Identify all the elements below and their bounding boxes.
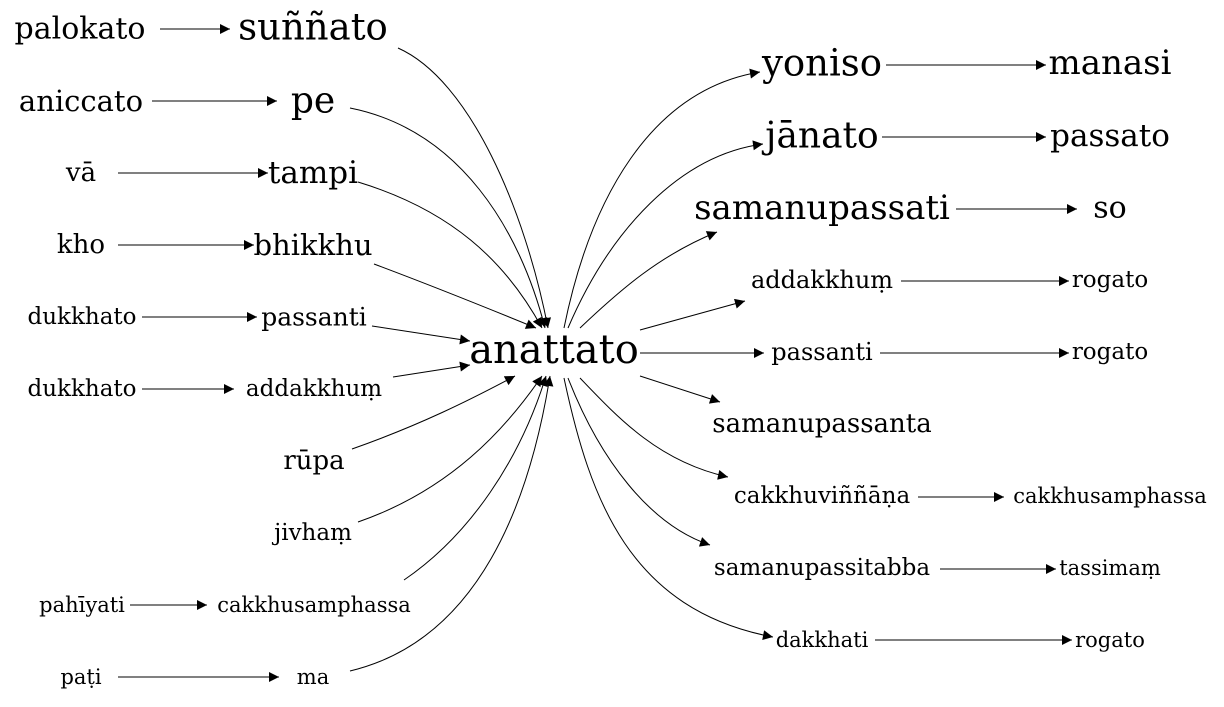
node-left-pair: palokato <box>15 12 146 47</box>
edge-tampi-anattato <box>357 181 543 329</box>
node-right-word: dakkhati <box>776 628 869 652</box>
node-left-word: addakkhuṃ <box>246 376 382 402</box>
node-left-word: suññato <box>238 6 388 49</box>
edge-rūpa-anattato <box>351 375 516 450</box>
edge-anattato-cakkhuviññāṇa <box>579 377 729 480</box>
edge-anattato-dakkhati <box>563 377 774 641</box>
edge-anattato-addakkhuṃ <box>639 298 746 331</box>
edges-left <box>118 24 554 682</box>
edge-ma-anattato <box>349 375 554 672</box>
node-right-word: passanti <box>771 338 873 366</box>
node-right-pair: tassimaṃ <box>1059 556 1161 580</box>
node-right-word: samanupassanta <box>712 409 932 439</box>
node-left-word: rūpa <box>283 446 344 476</box>
edge-anattato-samanupassitabba <box>567 377 711 547</box>
edge-cakkhusamphassa-anattato <box>403 375 548 581</box>
edge-anattato-yoniso <box>563 68 761 329</box>
node-left-word: cakkhusamphassa <box>217 593 411 617</box>
edge-anattato-samanupassati <box>579 231 718 329</box>
node-right-pair: rogato <box>1072 339 1148 365</box>
edge-jivhaṃ-anattato <box>357 375 543 523</box>
node-left-word: passanti <box>261 303 367 332</box>
node-right-pair: rogato <box>1072 267 1148 293</box>
nodes: anattato palokato suññato aniccato pe vā… <box>15 6 1207 690</box>
node-right-pair: rogato <box>1075 628 1145 652</box>
edge-passanti-anattato <box>371 325 471 345</box>
edge-addakkhuṃ-anattato <box>392 361 471 378</box>
node-right-pair: manasi <box>1048 43 1171 83</box>
node-left-pair: paṭi <box>60 665 101 689</box>
edge-bhikkhu-anattato <box>373 263 537 329</box>
node-left-word: pe <box>291 81 335 122</box>
node-right-word: jānato <box>761 116 878 157</box>
node-right-pair: passato <box>1050 118 1170 154</box>
node-right-word: samanupassati <box>694 188 950 228</box>
node-left-word: tampi <box>268 155 358 191</box>
edge-anattato-samanupassanta <box>639 375 721 404</box>
edge-anattato-jānato <box>567 140 764 329</box>
edges-right <box>563 60 1077 645</box>
node-right-pair: cakkhusamphassa <box>1013 484 1207 508</box>
node-left-pair: pahīyati <box>39 593 125 617</box>
node-left-pair: kho <box>57 230 105 260</box>
node-left-word: jivhaṃ <box>271 520 352 546</box>
node-right-pair: so <box>1093 191 1126 226</box>
edge-suññato-anattato <box>397 47 551 329</box>
node-right-word: cakkhuviññāṇa <box>734 483 911 509</box>
node-right-word: yoniso <box>761 42 882 85</box>
node-left-pair: dukkhato <box>27 304 136 330</box>
node-left-pair: aniccato <box>19 84 143 118</box>
node-left-word: ma <box>297 665 329 689</box>
node-left-word: bhikkhu <box>253 228 372 262</box>
node-left-pair: dukkhato <box>27 376 136 402</box>
node-right-word: samanupassitabba <box>714 555 930 581</box>
edge-pe-anattato <box>349 107 548 329</box>
node-center: anattato <box>469 327 639 373</box>
node-right-word: addakkhuṃ <box>751 266 893 294</box>
node-left-pair: vā <box>65 158 96 188</box>
